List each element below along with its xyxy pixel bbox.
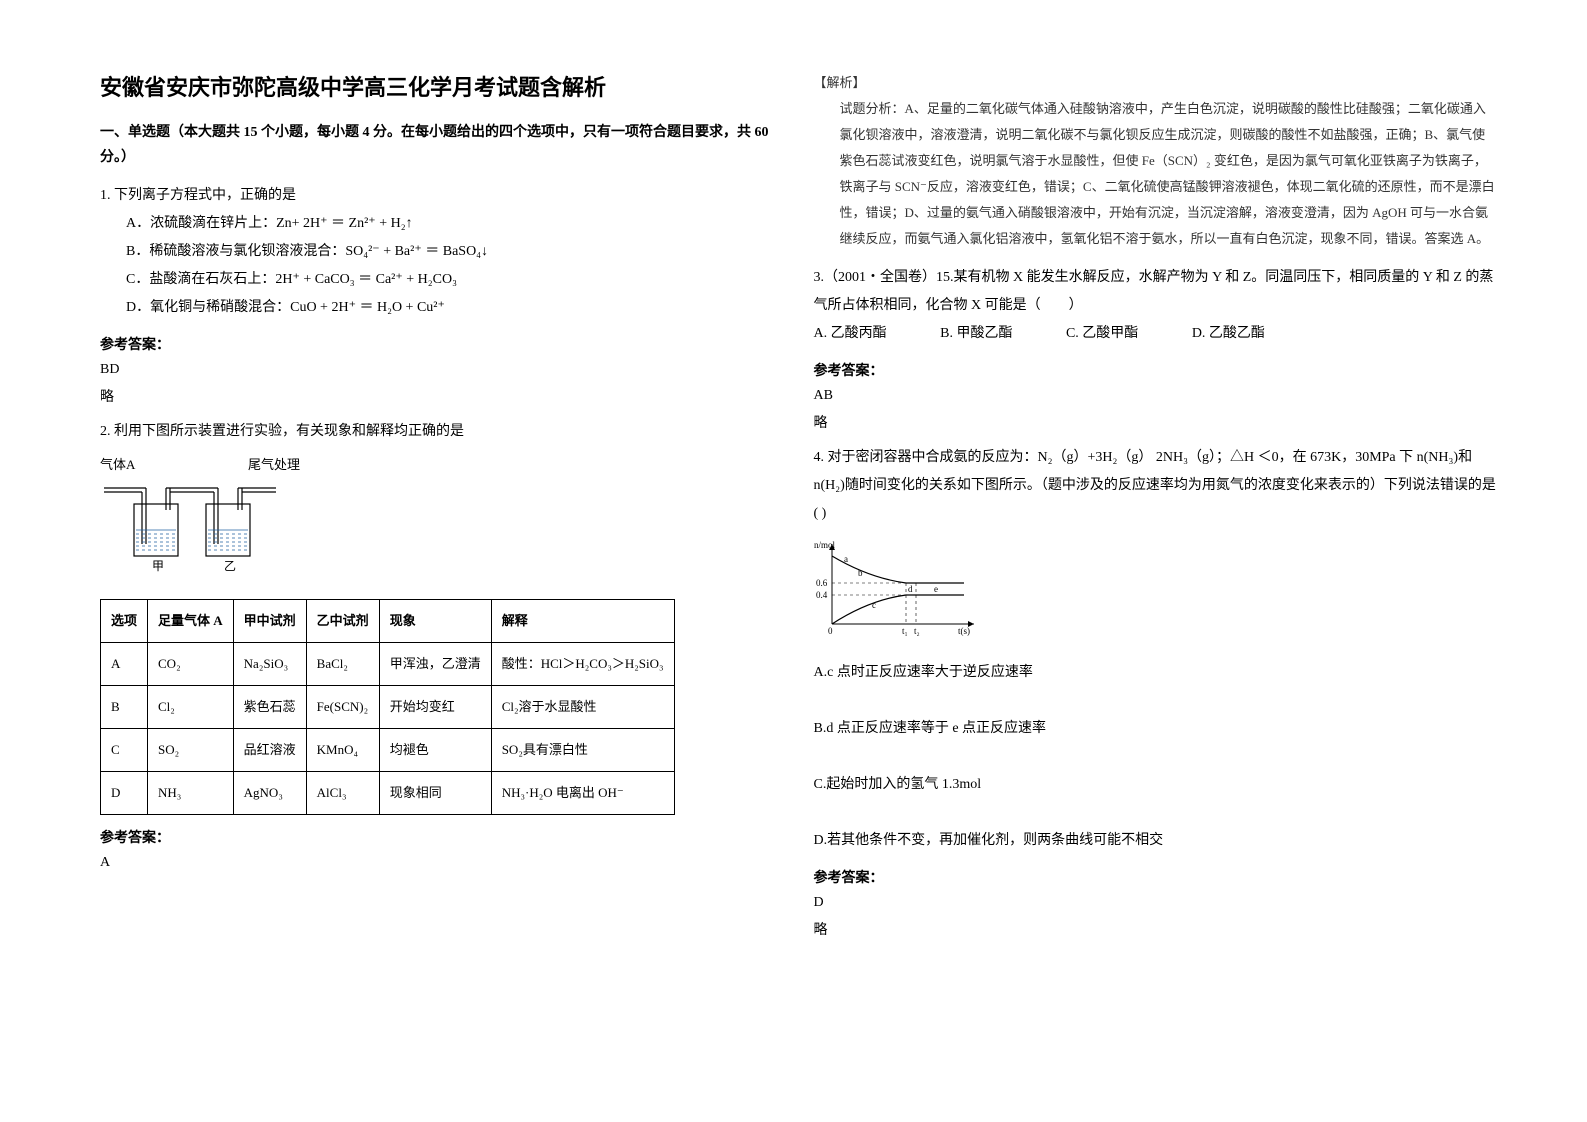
table-cell: AlCl₃ (306, 772, 379, 815)
table-cell: 甲浑浊，乙澄清 (379, 643, 491, 686)
q3-optA: A. 乙酸丙酯 (814, 320, 887, 348)
th-option: 选项 (101, 600, 148, 643)
table-cell: CO₂ (148, 643, 234, 686)
table-row: DNH₃AgNO₃AlCl₃现象相同NH₃·H₂O 电离出 OH⁻ (101, 772, 675, 815)
page-title: 安徽省安庆市弥陀高级中学高三化学月考试题含解析 (100, 70, 784, 102)
q3-optD: D. 乙酸乙酯 (1192, 320, 1265, 348)
pt-e: e (934, 584, 938, 594)
q1-optB: B．稀硫酸溶液与氯化钡溶液混合：SO₄²⁻ + Ba²⁺ ＝ BaSO₄↓ (100, 238, 784, 266)
q3-omit: 略 (814, 412, 1498, 432)
table-cell: NH₃ (148, 772, 234, 815)
question-2: 2. 利用下图所示装置进行实验，有关现象和解释均正确的是 气体A 尾气处理 (100, 418, 784, 815)
pt-d: d (908, 584, 913, 594)
pt-c: c (872, 600, 876, 610)
right-column: 【解析】 试题分析：A、足量的二氧化碳气体通入硅酸钠溶液中，产生白色沉淀，说明碳… (814, 70, 1528, 1082)
xmark-t2: t₂ (914, 626, 920, 636)
table-cell: B (101, 686, 148, 729)
q4-optC: C.起始时加入的氢气 1.3mol (814, 771, 1498, 799)
q3-stem: 3.（2001・全国卷）15.某有机物 X 能发生水解反应，水解产物为 Y 和 … (814, 264, 1498, 320)
table-row: CSO₂品红溶液KMnO₄均褪色SO₂具有漂白性 (101, 729, 675, 772)
table-cell: 均褪色 (379, 729, 491, 772)
q4-optA: A.c 点时正反应速率大于逆反应速率 (814, 659, 1498, 687)
q4-omit: 略 (814, 919, 1498, 939)
table-cell: BaCl₂ (306, 643, 379, 686)
q1-answer: BD (100, 362, 784, 378)
analysis-box: 【解析】 试题分析：A、足量的二氧化碳气体通入硅酸钠溶液中，产生白色沉淀，说明碳… (814, 70, 1498, 252)
table-cell: Fe(SCN)₂ (306, 686, 379, 729)
q2-answer: A (100, 855, 784, 871)
q4-optB: B.d 点正反应速率等于 e 点正反应速率 (814, 715, 1498, 743)
q1-answer-label: 参考答案： (100, 334, 784, 354)
q2-table: 选项 足量气体 A 甲中试剂 乙中试剂 现象 解释 ACO₂Na₂SiO₃BaC… (100, 599, 675, 815)
jar-right-label: 乙 (224, 559, 236, 572)
analysis-body: 试题分析：A、足量的二氧化碳气体通入硅酸钠溶液中，产生白色沉淀，说明碳酸的酸性比… (814, 96, 1498, 252)
kinetics-chart: n/mol 0.6 0.4 a b c d e 0 t₁ t₂ t(s) (814, 538, 984, 638)
jar-left-label: 甲 (152, 559, 164, 572)
q2-answer-label: 参考答案： (100, 827, 784, 847)
table-cell: 品红溶液 (233, 729, 306, 772)
q1-optD: D．氧化铜与稀硝酸混合：CuO + 2H⁺ ＝ H₂O + Cu²⁺ (100, 294, 784, 322)
apparatus-labels-top: 气体A 尾气处理 (100, 452, 300, 478)
q1-stem: 1. 下列离子方程式中，正确的是 (100, 182, 784, 210)
table-cell: 酸性：HCl＞H₂CO₃＞H₂SiO₃ (491, 643, 674, 686)
ytick-0.6: 0.6 (816, 578, 828, 588)
q4-stem: 4. 对于密闭容器中合成氨的反应为：N₂（g）+3H₂（g） 2NH₃（g）；△… (814, 444, 1498, 528)
question-3: 3.（2001・全国卷）15.某有机物 X 能发生水解反应，水解产物为 Y 和 … (814, 264, 1498, 348)
question-1: 1. 下列离子方程式中，正确的是 A．浓硫酸滴在锌片上：Zn+ 2H⁺ ＝ Zn… (100, 182, 784, 322)
q1-optC: C．盐酸滴在石灰石上：2H⁺ + CaCO₃ ＝ Ca²⁺ + H₂CO₃ (100, 266, 784, 294)
xmark-t1: t₁ (902, 626, 908, 636)
table-header-row: 选项 足量气体 A 甲中试剂 乙中试剂 现象 解释 (101, 600, 675, 643)
table-row: BCl₂紫色石蕊Fe(SCN)₂开始均变红Cl₂溶于水显酸性 (101, 686, 675, 729)
q2-tbody: ACO₂Na₂SiO₃BaCl₂甲浑浊，乙澄清酸性：HCl＞H₂CO₃＞H₂Si… (101, 643, 675, 815)
curve-decreasing (832, 556, 964, 583)
th-explanation: 解释 (491, 600, 674, 643)
pt-b: b (858, 568, 863, 578)
apparatus-diagram: 甲 乙 (100, 482, 280, 572)
svg-text:0: 0 (828, 626, 833, 636)
q3-answer: AB (814, 388, 1498, 404)
table-cell: 现象相同 (379, 772, 491, 815)
table-cell: Na₂SiO₃ (233, 643, 306, 686)
section-intro: 一、单选题（本大题共 15 个小题，每小题 4 分。在每小题给出的四个选项中，只… (100, 120, 784, 170)
chart-xlabel: t(s) (958, 626, 970, 636)
curve-increasing (832, 595, 964, 624)
q3-optB: B. 甲酸乙酯 (940, 320, 1012, 348)
th-reagent-yi: 乙中试剂 (306, 600, 379, 643)
q4-optD: D.若其他条件不变，再加催化剂，则两条曲线可能不相交 (814, 827, 1498, 855)
left-column: 安徽省安庆市弥陀高级中学高三化学月考试题含解析 一、单选题（本大题共 15 个小… (100, 70, 814, 1082)
q4-answer-label: 参考答案： (814, 867, 1498, 887)
table-cell: Cl₂ (148, 686, 234, 729)
table-cell: NH₃·H₂O 电离出 OH⁻ (491, 772, 674, 815)
ytick-0.4: 0.4 (816, 590, 828, 600)
table-cell: AgNO₃ (233, 772, 306, 815)
chart-ylabel: n/mol (814, 540, 836, 550)
th-reagent-jia: 甲中试剂 (233, 600, 306, 643)
q3-optC: C. 乙酸甲酯 (1066, 320, 1138, 348)
gas-out-label: 尾气处理 (248, 452, 300, 478)
q2-stem: 2. 利用下图所示装置进行实验，有关现象和解释均正确的是 (100, 418, 784, 446)
table-cell: 开始均变红 (379, 686, 491, 729)
table-cell: C (101, 729, 148, 772)
q4-answer: D (814, 895, 1498, 911)
analysis-title: 【解析】 (814, 70, 1498, 96)
gas-in-label: 气体A (100, 452, 135, 478)
q1-omit: 略 (100, 386, 784, 406)
table-cell: A (101, 643, 148, 686)
q1-optA: A．浓硫酸滴在锌片上：Zn+ 2H⁺ ＝ Zn²⁺ + H₂↑ (100, 210, 784, 238)
th-gasA: 足量气体 A (148, 600, 234, 643)
table-cell: KMnO₄ (306, 729, 379, 772)
table-row: ACO₂Na₂SiO₃BaCl₂甲浑浊，乙澄清酸性：HCl＞H₂CO₃＞H₂Si… (101, 643, 675, 686)
q3-answer-label: 参考答案： (814, 360, 1498, 380)
table-cell: SO₂具有漂白性 (491, 729, 674, 772)
q3-options: A. 乙酸丙酯 B. 甲酸乙酯 C. 乙酸甲酯 D. 乙酸乙酯 (814, 320, 1498, 348)
th-phenomenon: 现象 (379, 600, 491, 643)
table-cell: SO₂ (148, 729, 234, 772)
table-cell: Cl₂溶于水显酸性 (491, 686, 674, 729)
question-4: 4. 对于密闭容器中合成氨的反应为：N₂（g）+3H₂（g） 2NH₃（g）；△… (814, 444, 1498, 855)
table-cell: 紫色石蕊 (233, 686, 306, 729)
table-cell: D (101, 772, 148, 815)
pt-a: a (844, 554, 848, 564)
